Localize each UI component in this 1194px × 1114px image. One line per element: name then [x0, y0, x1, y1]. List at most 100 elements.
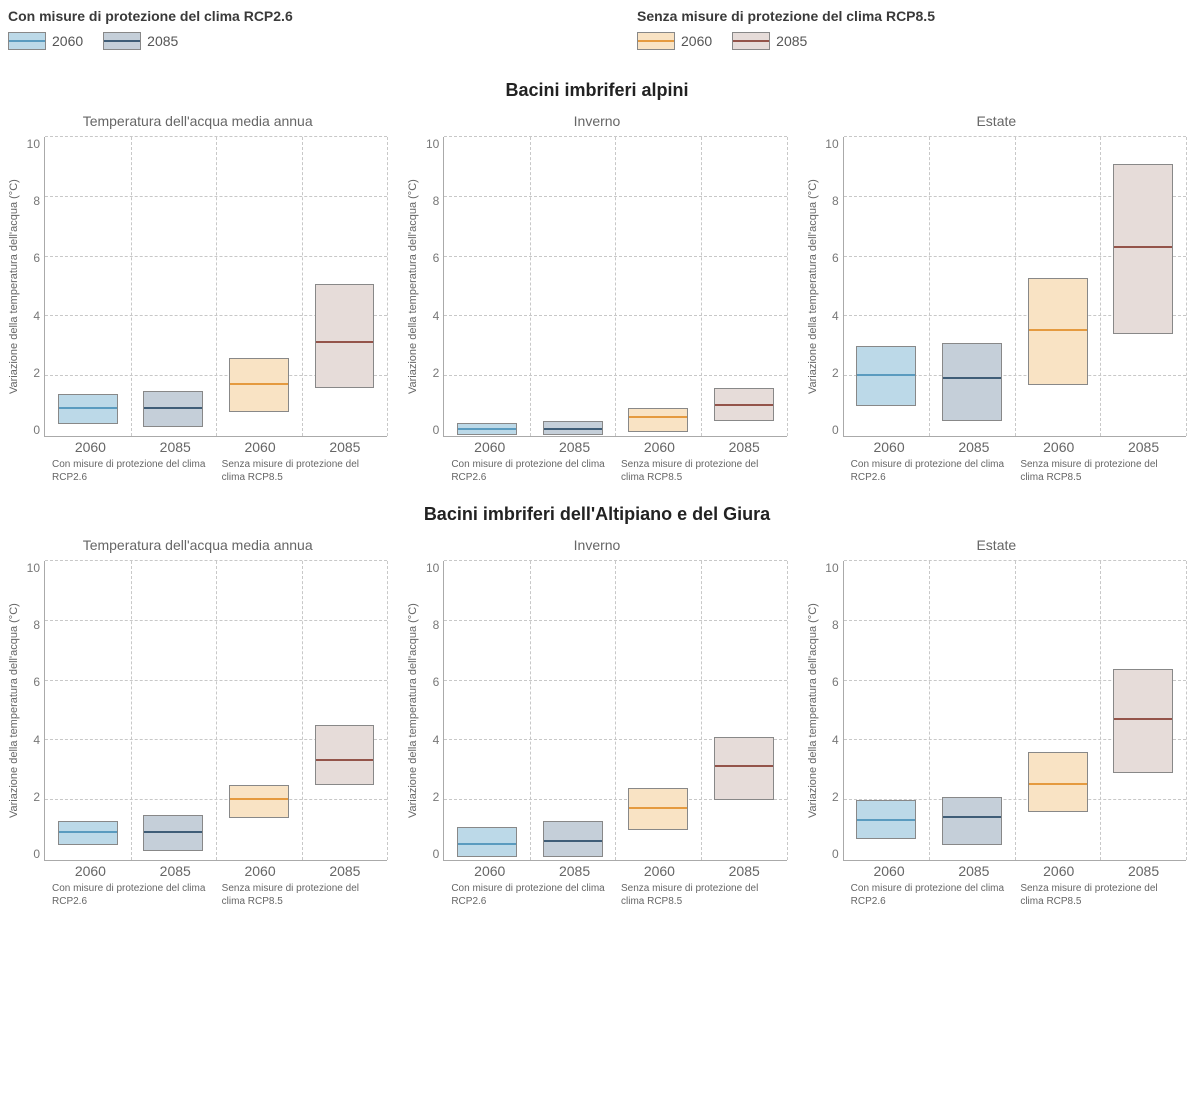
x-group-label: Con misure di protezione del clima RCP2.… [847, 883, 1017, 908]
y-tick: 6 [33, 675, 40, 689]
box [457, 827, 517, 857]
gridline-v [701, 137, 702, 436]
x-axis: 2060208520602085Con misure di protezione… [447, 439, 786, 484]
x-tick: 2060 [1016, 863, 1101, 879]
x-group-label: Senza misure di protezione del clima RCP… [1016, 459, 1186, 484]
gridline-v [131, 137, 132, 436]
box [856, 346, 916, 406]
x-group-label: Con misure di protezione del clima RCP2.… [447, 883, 617, 908]
x-tick: 2060 [218, 863, 303, 879]
plot-area [843, 561, 1186, 861]
legend-swatch [8, 32, 46, 50]
box-median [1114, 246, 1172, 248]
box [58, 821, 118, 845]
y-tick: 4 [33, 309, 40, 323]
x-axis: 2060208520602085 Con misure di protezione… [48, 439, 387, 484]
y-axis-label: Variazione della temperatura dell'acqua … [8, 561, 22, 861]
gridline-v [216, 561, 217, 860]
box [315, 725, 375, 785]
legend-swatches: 2060 2085 [8, 32, 557, 50]
x-tick: 2060 [48, 863, 133, 879]
y-tick: 6 [832, 251, 839, 265]
y-tick: 0 [832, 423, 839, 437]
y-tick: 10 [27, 137, 40, 151]
y-axis-label: Variazione della temperatura dell'acqua … [8, 137, 22, 437]
gridline-v [1015, 137, 1016, 436]
x-tick: 2085 [532, 439, 617, 455]
box [628, 408, 688, 432]
y-tick: 2 [832, 366, 839, 380]
legend-item: 2060 [8, 32, 83, 50]
box [1028, 278, 1088, 386]
box [457, 423, 517, 435]
x-ticks: 2060208520602085 [48, 439, 387, 455]
x-tick: 2060 [218, 439, 303, 455]
x-tick: 2060 [617, 863, 702, 879]
gridline-v [787, 137, 788, 436]
chart-row: Temperatura dell'acqua media annua Variaz… [8, 537, 1186, 908]
x-ticks: 2060208520602085 [847, 863, 1186, 879]
plot-area [44, 137, 387, 437]
box-median [629, 807, 687, 809]
y-tick: 8 [433, 618, 440, 632]
box [143, 391, 203, 427]
chart: Temperatura dell'acqua media annua Variaz… [8, 537, 387, 908]
gridline-v [615, 137, 616, 436]
y-axis-ticks: 1086420 [22, 561, 44, 861]
box-median [144, 407, 202, 409]
box-median [59, 831, 117, 833]
x-ticks: 2060208520602085 [447, 863, 786, 879]
chart: EstateVariazione della temperatura dell'… [807, 113, 1186, 484]
y-tick: 2 [832, 790, 839, 804]
gridline-v [131, 561, 132, 860]
x-tick: 2085 [133, 863, 218, 879]
legend: Con misure di protezione del clima RCP2.… [8, 8, 1186, 50]
x-group-label: Con misure di protezione del clima RCP2.… [847, 459, 1017, 484]
box-median [458, 843, 516, 845]
gridline-v [1186, 137, 1187, 436]
y-axis-label: Variazione della temperatura dell'acqua … [407, 561, 421, 861]
box-median [943, 816, 1001, 818]
chart: InvernoVariazione della temperatura dell… [407, 113, 786, 484]
y-tick: 0 [33, 847, 40, 861]
box [942, 343, 1002, 421]
y-axis-ticks: 1086420 [22, 137, 44, 437]
y-tick: 10 [426, 561, 439, 575]
x-group-labels: Con misure di protezione del clima RCP2.… [847, 459, 1186, 484]
box-median [544, 428, 602, 430]
x-tick: 2085 [702, 439, 787, 455]
y-tick: 0 [433, 847, 440, 861]
gridline-v [615, 561, 616, 860]
x-group-label: Senza misure di protezione del clima RCP… [617, 883, 787, 908]
chart: InvernoVariazione della temperatura dell… [407, 537, 786, 908]
y-tick: 8 [832, 618, 839, 632]
x-group-labels: Con misure di protezione del clima RCP2.… [48, 459, 387, 484]
x-tick: 2060 [48, 439, 133, 455]
y-axis-label: Variazione della temperatura dell'acqua … [807, 561, 821, 861]
x-tick: 2060 [1016, 439, 1101, 455]
box-median [144, 831, 202, 833]
chart-title: Temperatura dell'acqua media annua [8, 537, 387, 555]
legend-item-label: 2085 [147, 33, 178, 49]
plot-area [843, 137, 1186, 437]
x-axis: 2060208520602085Con misure di protezione… [48, 863, 387, 908]
box-median [458, 428, 516, 430]
x-group-label: Senza misure di protezione del clima RCP… [218, 459, 388, 484]
legend-swatch [103, 32, 141, 50]
section-title: Bacini imbriferi alpini [8, 80, 1186, 101]
gridline-v [929, 137, 930, 436]
y-axis-ticks: 1086420 [421, 561, 443, 861]
box [942, 797, 1002, 845]
x-axis: 2060208520602085 Con misure di protezione… [447, 863, 786, 908]
x-tick: 2085 [702, 863, 787, 879]
chart-title: Estate [807, 113, 1186, 131]
x-tick: 2085 [1101, 863, 1186, 879]
x-tick: 2085 [133, 439, 218, 455]
x-group-label: Con misure di protezione del clima RCP2.… [447, 459, 617, 484]
box [714, 388, 774, 421]
x-group-label: Senza misure di protezione del clima RCP… [617, 459, 787, 484]
x-tick: 2085 [931, 439, 1016, 455]
box-median [1029, 783, 1087, 785]
chart-row: Temperatura dell'acqua media annuaVariaz… [8, 113, 1186, 484]
gridline-v [1015, 561, 1016, 860]
